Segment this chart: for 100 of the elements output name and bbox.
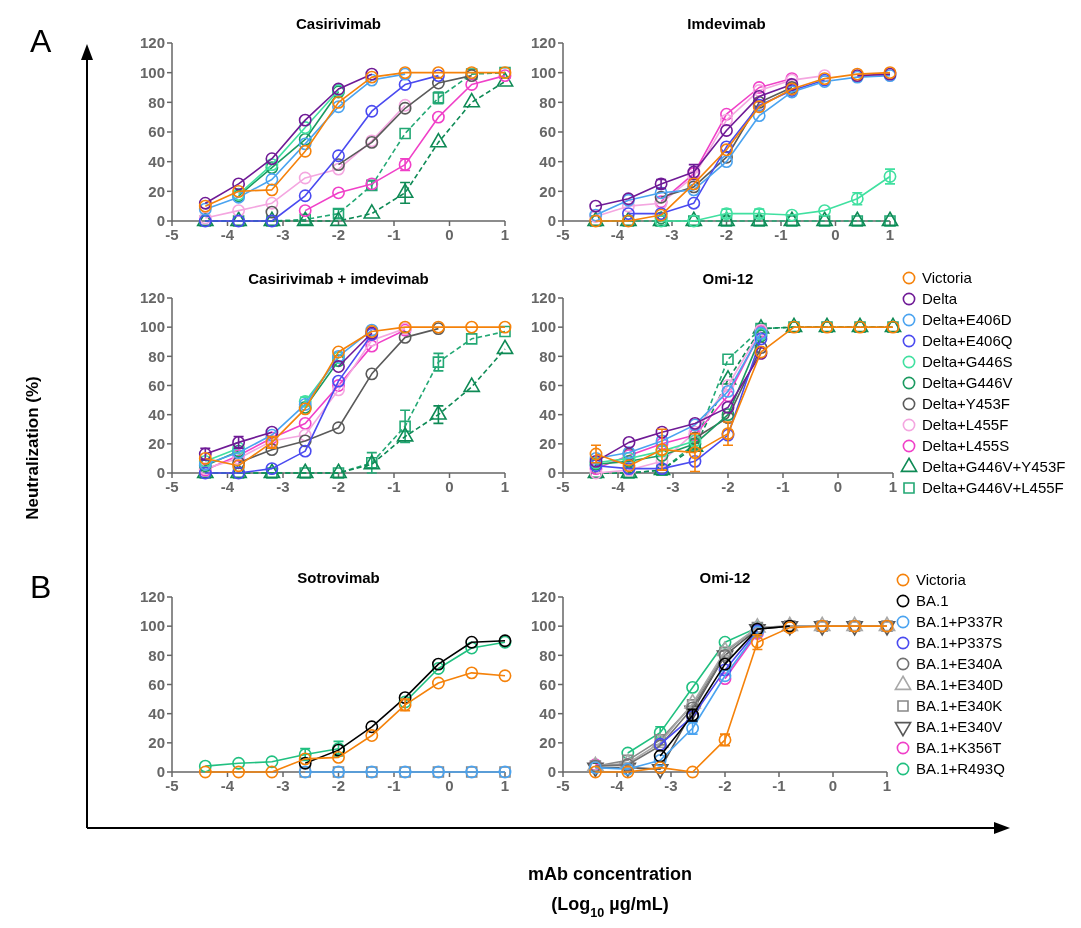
y-tick-label: 40 (539, 152, 556, 170)
x-tick-label: 0 (445, 777, 454, 794)
legend-label: BA.1+E340D (916, 676, 1004, 694)
x-tick-label: -3 (276, 226, 290, 243)
x-tick-label: -5 (556, 478, 570, 495)
x-tick-label: -3 (664, 777, 678, 794)
legend-label: Delta+L455F (922, 416, 1009, 434)
x-tick-label: -2 (331, 226, 346, 243)
legend-label: BA.1+E340V (916, 718, 1003, 736)
y-tick-label: 60 (539, 675, 556, 693)
x-tick-label: 0 (831, 226, 840, 243)
x-tick-label: 1 (500, 226, 510, 243)
x-tick-label: 1 (500, 478, 510, 495)
y-tick-label: 0 (547, 464, 556, 482)
x-tick-label: -3 (276, 478, 290, 495)
x-tick-label: -4 (611, 478, 626, 495)
legend-label: BA.1 (916, 592, 949, 610)
y-tick-label: 80 (539, 347, 556, 365)
legend-label: Delta+L455S (922, 437, 1010, 455)
legend-label: Delta+G446V (922, 374, 1013, 392)
y-tick-label: 20 (148, 182, 165, 200)
y-tick-label: 120 (530, 289, 556, 307)
y-tick-label: 20 (539, 734, 556, 752)
y-tick-label: 120 (139, 289, 165, 307)
y-tick-label: 40 (148, 405, 165, 423)
x-tick-label: 0 (445, 478, 454, 495)
legend-label: BA.1+P337S (916, 634, 1003, 652)
text: B (30, 569, 52, 605)
x-tick-label: -5 (556, 777, 570, 794)
x-tick-label: -2 (331, 478, 346, 495)
legend-label: Victoria (916, 571, 967, 589)
y-tick-label: 120 (530, 34, 556, 52)
y-tick-label: 20 (148, 435, 165, 453)
y-tick-label: 0 (156, 464, 165, 482)
x-tick-label: -2 (719, 226, 734, 243)
x-tick-label: -3 (276, 777, 290, 794)
x-axis-title: mAb concentration (Log$_{10}$ µg/mL) (527, 864, 693, 920)
y-tick-label: 20 (539, 182, 556, 200)
x-tick-label: -1 (387, 777, 401, 794)
x-tick-label: -1 (387, 226, 401, 243)
y-tick-label: 60 (539, 376, 556, 394)
y-tick-label: 40 (539, 704, 556, 722)
x-tick-label: -4 (220, 777, 235, 794)
x-tick-label: 1 (888, 478, 898, 495)
x-tick-label: -4 (610, 226, 625, 243)
y-tick-label: 0 (156, 763, 165, 781)
x-tick-label: -3 (665, 226, 679, 243)
legend-label: BA.1+R493Q (916, 760, 1005, 778)
chart-title: Casirivimab (295, 15, 382, 32)
y-tick-label: 120 (139, 588, 165, 606)
y-tick-label: 80 (539, 646, 556, 664)
y-tick-label: 60 (148, 123, 165, 141)
y-tick-label: 80 (148, 93, 165, 111)
x-tick-label: -4 (220, 226, 235, 243)
x-tick-label: -2 (331, 777, 346, 794)
x-tick-label: -1 (774, 226, 788, 243)
y-tick-label: 40 (148, 704, 165, 722)
text: A (30, 23, 52, 59)
y-tick-label: 100 (530, 63, 556, 81)
x-tick-label: -2 (718, 777, 732, 794)
y-tick-label: 40 (148, 152, 165, 170)
y-tick-label: 120 (530, 588, 556, 606)
y-tick-label: 20 (539, 435, 556, 453)
legend-label: Victoria (922, 269, 973, 287)
y-tick-label: 60 (148, 376, 165, 394)
x-tick-label: -3 (666, 478, 680, 495)
y-tick-label: 60 (539, 123, 556, 141)
chart-title: Sotrovimab (297, 569, 380, 586)
legend-label: BA.1+E340K (916, 697, 1003, 715)
y-tick-label: 80 (148, 347, 165, 365)
x-tick-label: -1 (776, 478, 790, 495)
chart-title: Casirivimab + imdevimab (248, 270, 429, 287)
legend-label: BA.1+E340A (916, 655, 1003, 673)
x-tick-label: 0 (828, 777, 838, 794)
y-tick-label: 100 (139, 318, 165, 336)
legend-label: Delta+G446V+Y453F (922, 458, 1066, 476)
x-tick-label: -5 (165, 226, 179, 243)
y-tick-label: 80 (148, 646, 165, 664)
chart-title: Imdevimab (687, 15, 766, 32)
legend-label: Delta+G446V+L455F (922, 479, 1064, 497)
x-tick-label: -4 (610, 777, 625, 794)
x-tick-label: -2 (721, 478, 735, 495)
y-tick-label: 80 (539, 93, 556, 111)
x-tick-label: 1 (885, 226, 895, 243)
y-tick-label: 120 (139, 34, 165, 52)
x-tick-label: -5 (556, 226, 570, 243)
y-axis-title: Neutralization (%) (23, 376, 42, 520)
legend-label: Delta+G446S (922, 353, 1013, 371)
y-tick-label: 0 (547, 763, 556, 781)
y-tick-label: 40 (539, 405, 556, 423)
x-tick-label: 0 (833, 478, 843, 495)
legend-label: BA.1+P337R (916, 613, 1004, 631)
legend-label: Delta (922, 290, 958, 308)
y-tick-label: 100 (139, 617, 165, 635)
y-tick-label: 0 (547, 212, 556, 230)
y-tick-label: 100 (530, 318, 556, 336)
chart-title: Omi-12 (702, 270, 754, 287)
y-tick-label: 60 (148, 675, 165, 693)
y-tick-label: 20 (148, 734, 165, 752)
legend-label: Delta+E406D (922, 311, 1012, 329)
